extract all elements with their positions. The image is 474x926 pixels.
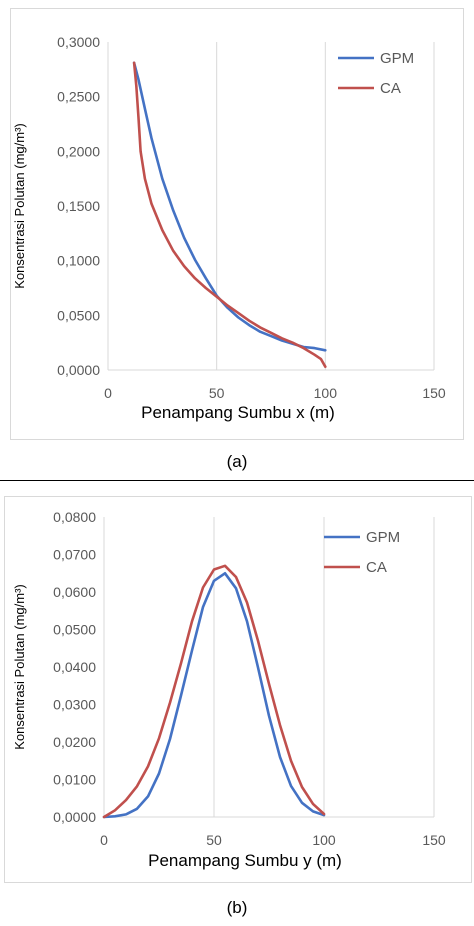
y-tick-label: 0,2500 [57,89,100,105]
x-tick-label: 150 [422,832,446,848]
x-axis-title: Penampang Sumbu y (m) [148,851,342,870]
x-axis-title: Penampang Sumbu x (m) [141,403,335,422]
x-tick-label: 100 [312,832,336,848]
y-tick-label: 0,0000 [57,362,100,378]
series-line-gpm [102,572,326,819]
x-tick-label: 150 [422,385,446,401]
y-tick-label: 0,0700 [53,547,96,563]
legend-label-ca: CA [380,80,401,97]
y-tick-label: 0,0500 [53,622,96,638]
y-axis-title: Konsentrasi Polutan (mg/m³) [12,123,27,288]
chart-b: 0,0000 0,0100 0,0200 0,0300 0,0400 0,0500 0,06… [12,509,446,870]
series-line-ca [132,61,327,368]
legend-label-ca: CA [366,559,387,576]
chart-panel-a: 0,0000 0,0500 0,1000 0,1500 0,2000 0,2500 0,30… [10,8,464,471]
y-tick-label: 0,0500 [57,307,100,323]
y-tick-label: 0,0300 [53,697,96,713]
y-tick-label: 0,1000 [57,253,100,269]
x-tick-label: 50 [209,385,225,401]
y-axis-title: Konsentrasi Polutan (mg/m³) [12,584,27,749]
caption-a: (a) [226,452,248,471]
y-tick-label: 0,2000 [57,143,100,159]
panel-divider [0,480,474,481]
y-tick-label: 0,0800 [53,509,96,525]
y-tick-label: 0,0400 [53,659,96,675]
y-tick-label: 0,0200 [53,734,96,750]
x-tick-label: 0 [100,832,108,848]
x-tick-label: 100 [314,385,338,401]
y-tick-label: 0,0100 [53,772,96,788]
x-tick-label: 50 [206,832,222,848]
chart-frame-b [4,496,472,883]
legend-label-gpm: GPM [366,529,400,546]
y-tick-label: 0,0600 [53,584,96,600]
y-tick-label: 0,3000 [57,34,100,50]
chart-frame-a [10,8,464,440]
x-tick-label: 0 [104,385,112,401]
y-tick-label: 0,1500 [57,198,100,214]
chart-a: 0,0000 0,0500 0,1000 0,1500 0,2000 0,2500 0,30… [12,34,446,422]
y-tick-label: 0,0000 [53,809,96,825]
legend-label-gpm: GPM [380,50,414,67]
series-line-ca [102,564,326,819]
caption-b: (b) [226,898,248,917]
